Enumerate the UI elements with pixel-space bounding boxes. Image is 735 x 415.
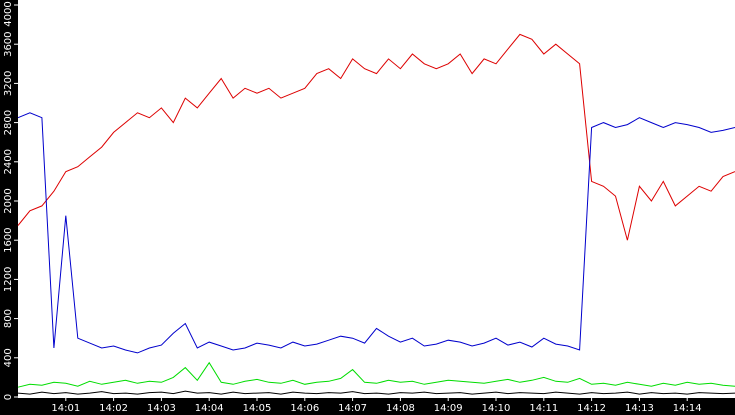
x-tick-label: 14:14 (673, 403, 702, 414)
series-line (17, 33, 735, 241)
y-tick-label: 1600 (3, 227, 14, 252)
x-tick-label: 14:10 (482, 403, 511, 414)
y-tick-label: 400 (3, 348, 14, 367)
x-tick-label: 14:13 (625, 403, 654, 414)
x-tick-label: 14:06 (290, 403, 319, 414)
y-tick-label: 4000 (3, 1, 14, 26)
x-tick-label: 14:05 (243, 403, 272, 414)
y-tick-label: 0 (3, 394, 14, 400)
x-tick-label: 14:01 (51, 403, 80, 414)
x-tick-label: 14:11 (529, 403, 558, 414)
x-tick-label: 14:04 (195, 403, 224, 414)
y-axis-strip (0, 0, 18, 415)
x-tick-label: 14:07 (338, 403, 367, 414)
y-tick-label: 1200 (3, 267, 14, 292)
y-tick-label: 2800 (3, 110, 14, 135)
x-tick-label: 14:03 (147, 403, 176, 414)
x-tick-label: 14:08 (386, 403, 415, 414)
series-line (17, 112, 735, 354)
x-tick-label: 14:09 (434, 403, 463, 414)
series-line (17, 390, 735, 395)
x-axis-strip (0, 398, 735, 415)
y-tick-label: 3600 (3, 31, 14, 56)
y-tick-label: 3200 (3, 71, 14, 96)
y-tick-label: 2000 (3, 188, 14, 213)
x-tick-label: 14:12 (577, 403, 606, 414)
series-line (17, 361, 735, 388)
x-tick-label: 14:02 (99, 403, 128, 414)
y-tick-label: 2400 (3, 149, 14, 174)
y-tick-label: 800 (3, 309, 14, 328)
